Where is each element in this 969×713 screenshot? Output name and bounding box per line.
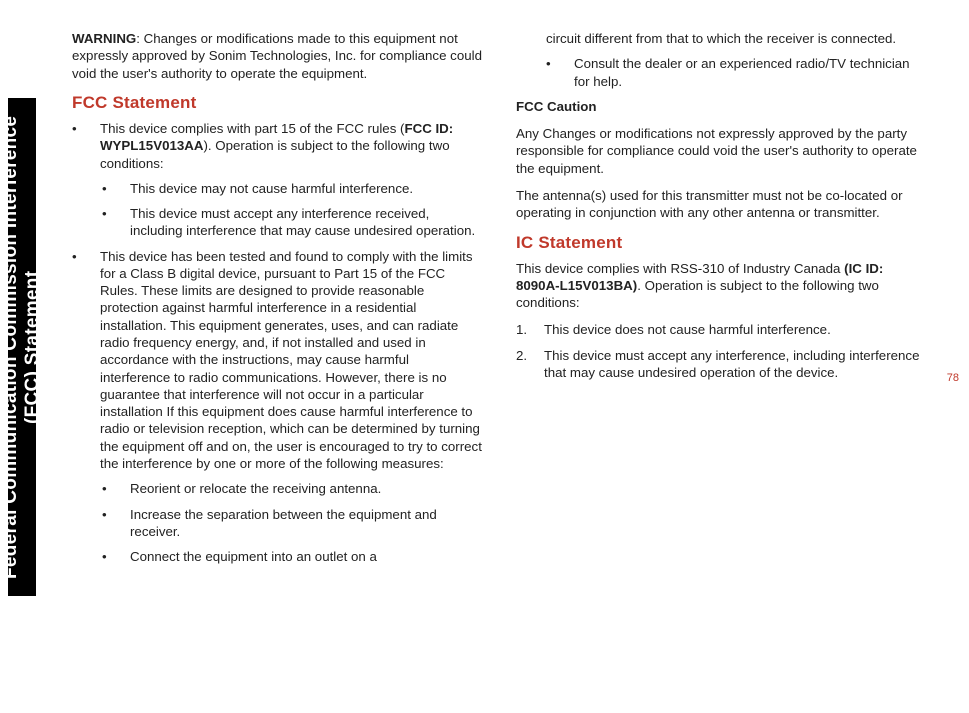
list-item: 2. This device must accept any interferen… bbox=[516, 347, 926, 382]
heading-fcc-caution: FCC Caution bbox=[516, 98, 926, 115]
ic-paragraph: This device complies with RSS-310 of Ind… bbox=[516, 260, 926, 312]
list-item-text: Reorient or relocate the receiving anten… bbox=[130, 480, 482, 497]
bullet-icon: • bbox=[72, 120, 86, 172]
list-item: • Reorient or relocate the receiving ante… bbox=[102, 480, 482, 497]
heading-ic-statement: IC Statement bbox=[516, 232, 926, 254]
list-item-text: This device must accept any interference… bbox=[130, 205, 482, 240]
fcc-bullet-list-2: • This device has been tested and found … bbox=[72, 248, 482, 473]
warning-label: WARNING bbox=[72, 31, 136, 46]
list-item-text: This device may not cause harmful interf… bbox=[130, 180, 482, 197]
text-run: This device complies with part 15 of the… bbox=[100, 121, 404, 136]
bullet-icon: • bbox=[546, 55, 560, 90]
bullet-icon: • bbox=[102, 506, 116, 541]
list-item-text: This device complies with part 15 of the… bbox=[100, 120, 482, 172]
list-item-text: This device must accept any interference… bbox=[544, 347, 926, 382]
document-page: Federal Communication Commission Interfe… bbox=[0, 0, 969, 713]
list-item: • Consult the dealer or an experienced ra… bbox=[546, 55, 926, 90]
list-item: 1. This device does not cause harmful int… bbox=[516, 321, 926, 338]
fcc-sub-bullet-list-1: • This device may not cause harmful inter… bbox=[102, 180, 482, 240]
fcc-sub-bullet-list-2: • Reorient or relocate the receiving ante… bbox=[102, 480, 482, 565]
fcc-caution-paragraph-2: The antenna(s) used for this transmitter… bbox=[516, 187, 926, 222]
list-item: • Connect the equipment into an outlet on… bbox=[102, 548, 482, 565]
fcc-bullet-list: • This device complies with part 15 of t… bbox=[72, 120, 482, 172]
list-item-text: Increase the separation between the equi… bbox=[130, 506, 482, 541]
list-item: circuit different from that to which the… bbox=[516, 30, 926, 47]
fcc-caution-paragraph-1: Any Changes or modifications not express… bbox=[516, 125, 926, 177]
bullet-icon: • bbox=[102, 480, 116, 497]
bullet-icon: • bbox=[102, 205, 116, 240]
list-item-text: This device does not cause harmful inter… bbox=[544, 321, 926, 338]
list-item-text: Connect the equipment into an outlet on … bbox=[130, 548, 482, 565]
list-item-text: This device has been tested and found to… bbox=[100, 248, 482, 473]
bullet-icon: • bbox=[72, 248, 86, 473]
bullet-icon: • bbox=[102, 180, 116, 197]
bullet-icon: • bbox=[102, 548, 116, 565]
continued-sub-bullet-list: circuit different from that to which the… bbox=[546, 30, 926, 90]
warning-paragraph: WARNING: Changes or modifications made t… bbox=[72, 30, 482, 82]
column-left: WARNING: Changes or modifications made t… bbox=[72, 30, 482, 573]
number-marker: 1. bbox=[516, 321, 530, 338]
list-item: • This device must accept any interferenc… bbox=[102, 205, 482, 240]
two-column-layout: WARNING: Changes or modifications made t… bbox=[72, 30, 941, 573]
section-tab: Federal Communication Commission Interfe… bbox=[8, 98, 36, 596]
list-item: • Increase the separation between the equ… bbox=[102, 506, 482, 541]
text-run: This device complies with RSS-310 of Ind… bbox=[516, 261, 844, 276]
list-item: • This device may not cause harmful inter… bbox=[102, 180, 482, 197]
page-number: 78 bbox=[947, 372, 959, 384]
column-right: circuit different from that to which the… bbox=[516, 30, 926, 573]
list-item-text: circuit different from that to which the… bbox=[546, 30, 926, 47]
heading-fcc-statement: FCC Statement bbox=[72, 92, 482, 114]
ic-numbered-list: 1. This device does not cause harmful int… bbox=[516, 321, 926, 381]
list-item-text: Consult the dealer or an experienced rad… bbox=[574, 55, 926, 90]
number-marker: 2. bbox=[516, 347, 530, 382]
list-item: • This device has been tested and found … bbox=[72, 248, 482, 473]
list-item: • This device complies with part 15 of t… bbox=[72, 120, 482, 172]
